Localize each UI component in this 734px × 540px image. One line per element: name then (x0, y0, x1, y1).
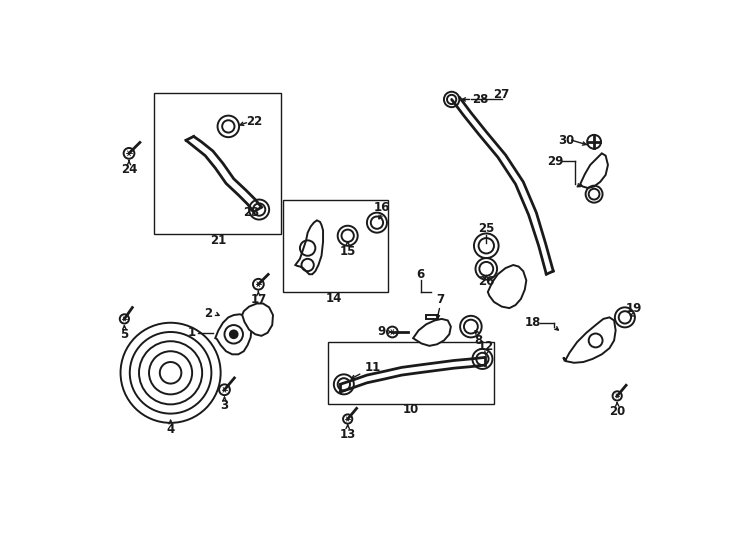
Text: 28: 28 (472, 93, 488, 106)
Text: 14: 14 (326, 292, 342, 305)
Polygon shape (580, 153, 608, 188)
Text: 3: 3 (220, 400, 228, 413)
Text: 12: 12 (478, 340, 495, 353)
Circle shape (343, 414, 352, 423)
Text: 9: 9 (377, 326, 385, 339)
Text: 15: 15 (340, 245, 356, 258)
Text: 7: 7 (436, 293, 444, 306)
Text: 2: 2 (204, 307, 212, 320)
Text: 21: 21 (210, 234, 227, 247)
Text: 23: 23 (243, 206, 260, 219)
Polygon shape (295, 220, 323, 274)
Text: 26: 26 (478, 275, 495, 288)
Polygon shape (215, 314, 252, 354)
Circle shape (230, 330, 238, 338)
Circle shape (253, 279, 264, 289)
Circle shape (219, 384, 230, 395)
Polygon shape (488, 265, 526, 308)
Circle shape (120, 314, 129, 323)
Text: 30: 30 (559, 134, 575, 147)
Text: 10: 10 (403, 403, 419, 416)
Polygon shape (413, 319, 451, 346)
Text: 11: 11 (364, 361, 380, 374)
Text: 24: 24 (121, 163, 137, 176)
Polygon shape (242, 303, 273, 336)
Bar (283, 200, 388, 292)
Circle shape (123, 148, 134, 159)
Text: 20: 20 (609, 405, 625, 418)
Text: 27: 27 (493, 87, 510, 100)
Polygon shape (563, 318, 616, 363)
Text: 17: 17 (250, 293, 266, 306)
Bar (328, 342, 494, 403)
Text: 25: 25 (478, 222, 495, 235)
Circle shape (387, 327, 398, 338)
Text: 29: 29 (547, 154, 563, 167)
Text: 1: 1 (188, 326, 196, 339)
Text: 8: 8 (474, 334, 483, 347)
Bar (154, 93, 281, 234)
Text: 6: 6 (417, 268, 425, 281)
Text: 19: 19 (626, 302, 642, 315)
Circle shape (613, 392, 622, 401)
Text: 16: 16 (374, 201, 390, 214)
Text: 5: 5 (120, 328, 128, 341)
Text: 13: 13 (340, 428, 356, 441)
Polygon shape (426, 315, 437, 319)
Text: 4: 4 (167, 422, 175, 435)
Text: 18: 18 (524, 316, 541, 329)
Text: 22: 22 (247, 115, 263, 129)
